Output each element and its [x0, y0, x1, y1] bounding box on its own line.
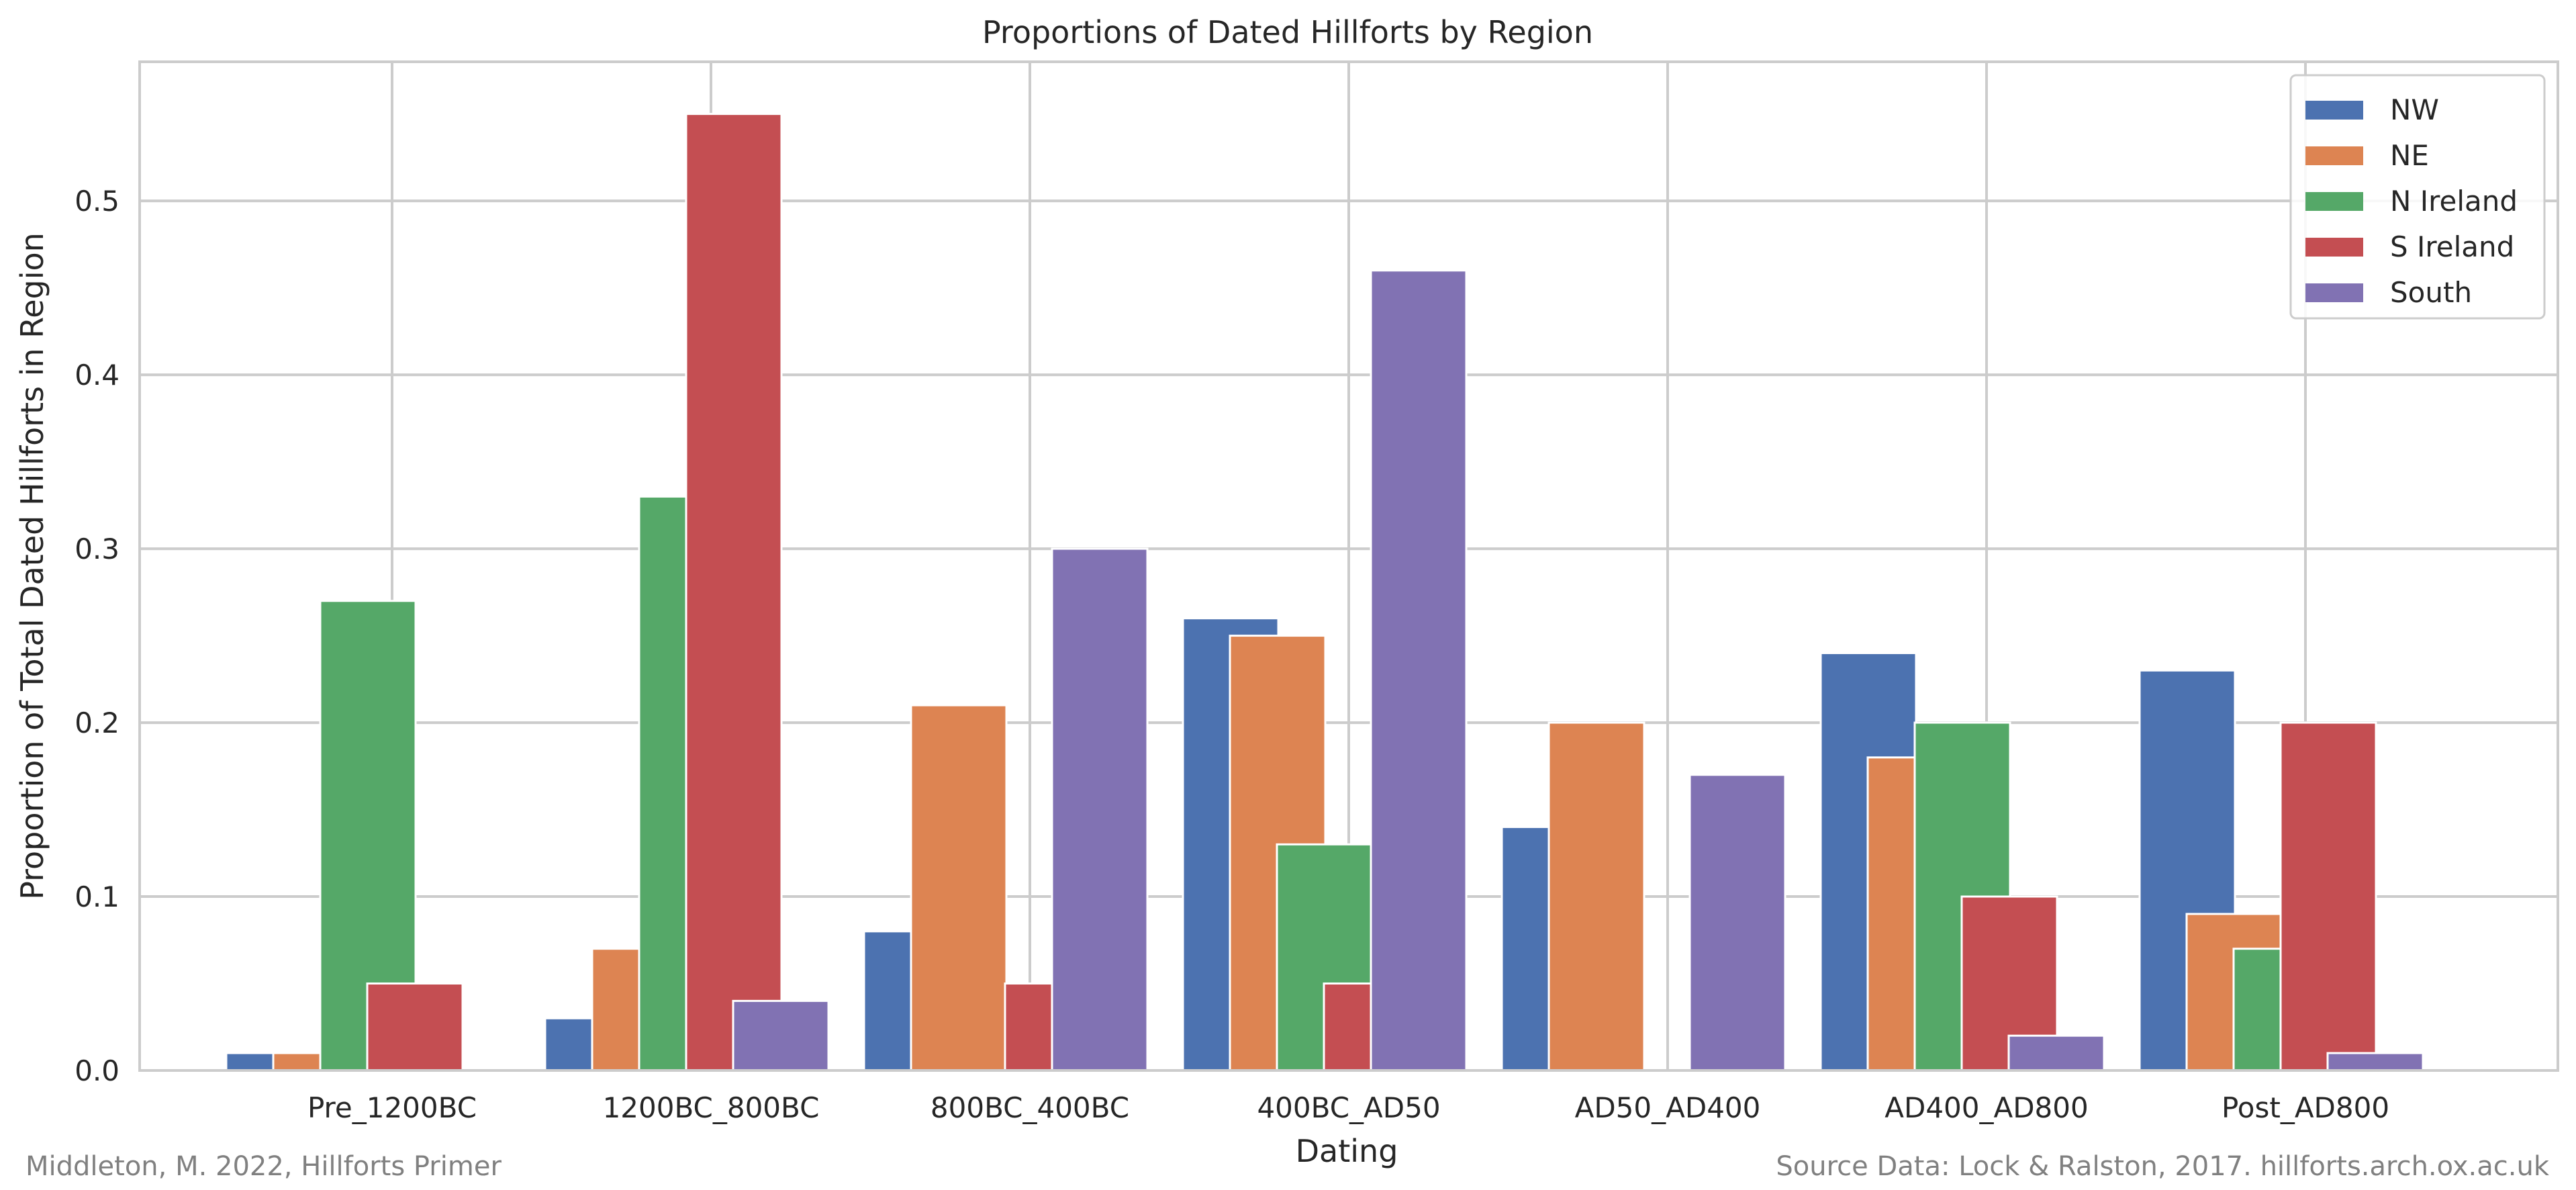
legend-label: NE: [2390, 139, 2429, 172]
bar-ne: [910, 704, 1008, 1072]
y-tick-label: 0.4: [75, 359, 120, 392]
x-tick-label: 800BC_400BC: [931, 1091, 1129, 1124]
x-tick-label: Pre_1200BC: [307, 1091, 477, 1124]
legend-box: [2289, 74, 2546, 320]
bar-s-ireland: [685, 113, 783, 1072]
legend: NW NE N Ireland S Ireland South: [2289, 74, 2546, 320]
bar-s-ireland: [2279, 721, 2377, 1072]
x-axis-label: Dating: [1296, 1133, 1398, 1169]
footer-source: Source Data: Lock & Ralston, 2017. hillf…: [1776, 1151, 2549, 1182]
x-tick-label: 1200BC_800BC: [603, 1091, 820, 1124]
x-tick-label: AD50_AD400: [1575, 1091, 1761, 1124]
x-tick-label: Post_AD800: [2222, 1091, 2389, 1124]
legend-swatch: [2305, 101, 2363, 120]
y-tick-label: 0.5: [75, 185, 120, 218]
bar-south: [2326, 1052, 2424, 1072]
bar-south: [1688, 774, 1786, 1072]
bar-south: [2007, 1034, 2105, 1072]
plot-frame: [138, 60, 2559, 1072]
chart-title: Proportions of Dated Hillforts by Region: [982, 14, 1593, 50]
bar-s-ireland: [366, 982, 464, 1072]
footer-credit: Middleton, M. 2022, Hillforts Primer: [26, 1151, 502, 1182]
x-tick-label: AD400_AD800: [1885, 1091, 2088, 1124]
legend-label: S Ireland: [2390, 230, 2514, 263]
y-axis-ticks: 0.0 0.1 0.2 0.3 0.4 0.5: [75, 185, 120, 1087]
x-axis-ticks: Pre_1200BC 1200BC_800BC 800BC_400BC 400BC_A…: [307, 1091, 2389, 1124]
bar-south: [1370, 269, 1468, 1072]
bar-ne: [1547, 721, 1645, 1072]
legend-label: NW: [2390, 93, 2439, 126]
legend-label: South: [2390, 276, 2472, 309]
legend-swatch: [2305, 192, 2363, 211]
bars: [225, 113, 2424, 1072]
legend-swatch: [2305, 283, 2363, 302]
y-tick-label: 0.1: [75, 880, 120, 913]
legend-swatch: [2305, 238, 2363, 257]
y-tick-label: 0.0: [75, 1054, 120, 1087]
bar-south: [732, 999, 830, 1072]
legend-label: N Ireland: [2390, 185, 2518, 218]
legend-swatch: [2305, 146, 2363, 165]
bar-south: [1051, 547, 1149, 1072]
y-tick-label: 0.2: [75, 706, 120, 739]
y-axis-label: Proportion of Total Dated Hillforts in R…: [14, 232, 50, 900]
y-tick-label: 0.3: [75, 533, 120, 565]
x-tick-label: 400BC_AD50: [1257, 1091, 1440, 1124]
